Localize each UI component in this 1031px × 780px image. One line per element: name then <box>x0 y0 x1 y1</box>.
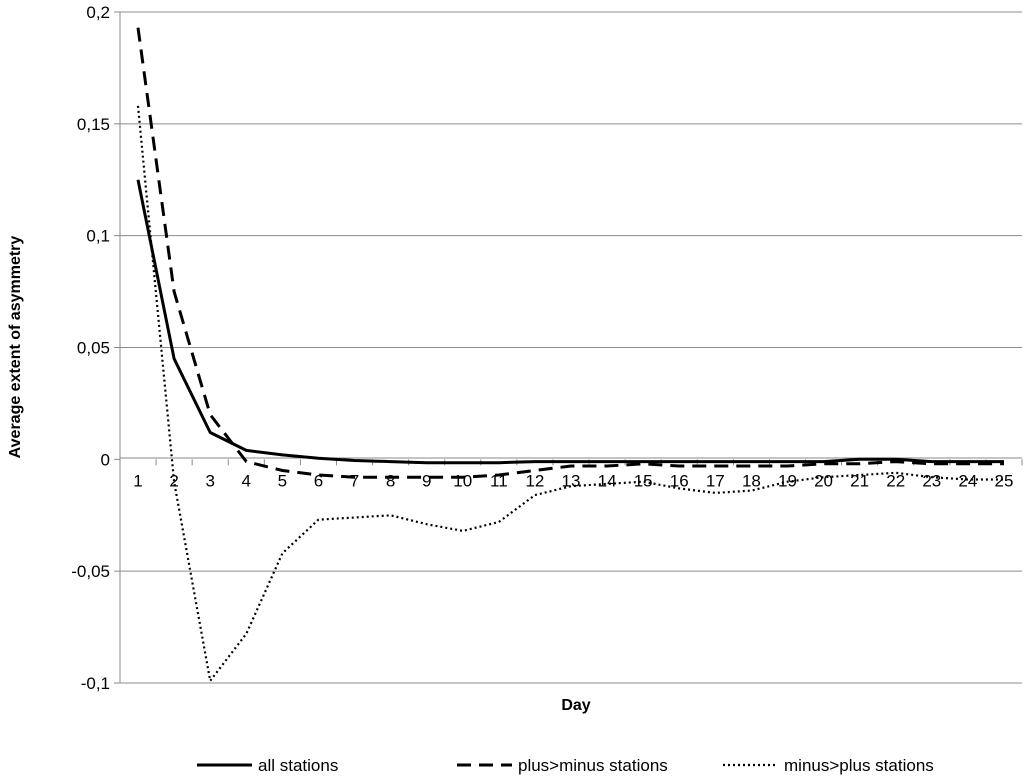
y-tick-label: 0,1 <box>86 227 110 246</box>
x-tick-label: 11 <box>490 471 508 490</box>
series-lines <box>136 27 1004 682</box>
y-tick-labels: -0,1 -0,05 0 0,05 0,1 0,15 0,2 <box>71 3 120 693</box>
y-axis-title: Average extent of asymmetry <box>7 236 24 459</box>
series-line-dotted <box>136 105 1004 682</box>
x-axis-title: Day <box>561 697 590 714</box>
x-tick-label: 8 <box>386 471 395 490</box>
x-tick-label: 3 <box>205 471 214 490</box>
gridlines <box>120 11 1022 684</box>
y-tick-label: 0,05 <box>77 339 110 358</box>
x-tick-label: 14 <box>598 471 617 490</box>
x-tick-label: 12 <box>525 471 544 490</box>
x-tick-label: 16 <box>670 471 689 490</box>
y-tick-label: -0,1 <box>81 674 110 693</box>
y-tick-label: -0,05 <box>71 562 110 581</box>
legend-label: all stations <box>258 756 338 775</box>
x-tick-label: 6 <box>314 471 323 490</box>
legend: all stations plus>minus stations minus>plu… <box>197 756 934 775</box>
x-tick-label: 25 <box>994 471 1013 490</box>
x-tick-label: 7 <box>350 471 359 490</box>
x-tick-label: 24 <box>958 471 977 490</box>
y-tick-label: 0,2 <box>86 3 110 22</box>
legend-label: minus>plus stations <box>784 756 934 775</box>
x-tick-label: 23 <box>922 471 941 490</box>
x-tick-label: 21 <box>850 471 869 490</box>
x-tick-label: 18 <box>742 471 761 490</box>
x-tick-label: 1 <box>133 471 142 490</box>
x-tick-label: 4 <box>242 471 251 490</box>
x-tick-label: 15 <box>634 471 653 490</box>
series-line-solid <box>136 179 1004 465</box>
y-tick-label: 0 <box>101 450 110 469</box>
x-tick-label: 20 <box>814 471 833 490</box>
x-tick-label: 9 <box>422 471 431 490</box>
x-tick-label: 5 <box>278 471 287 490</box>
legend-label: plus>minus stations <box>518 756 668 775</box>
series-line-dashed <box>136 27 1004 479</box>
y-tick-label: 0,15 <box>77 115 110 134</box>
x-tick-label: 10 <box>453 471 472 490</box>
x-tick-label: 22 <box>886 471 905 490</box>
x-tick-label: 17 <box>706 471 725 490</box>
